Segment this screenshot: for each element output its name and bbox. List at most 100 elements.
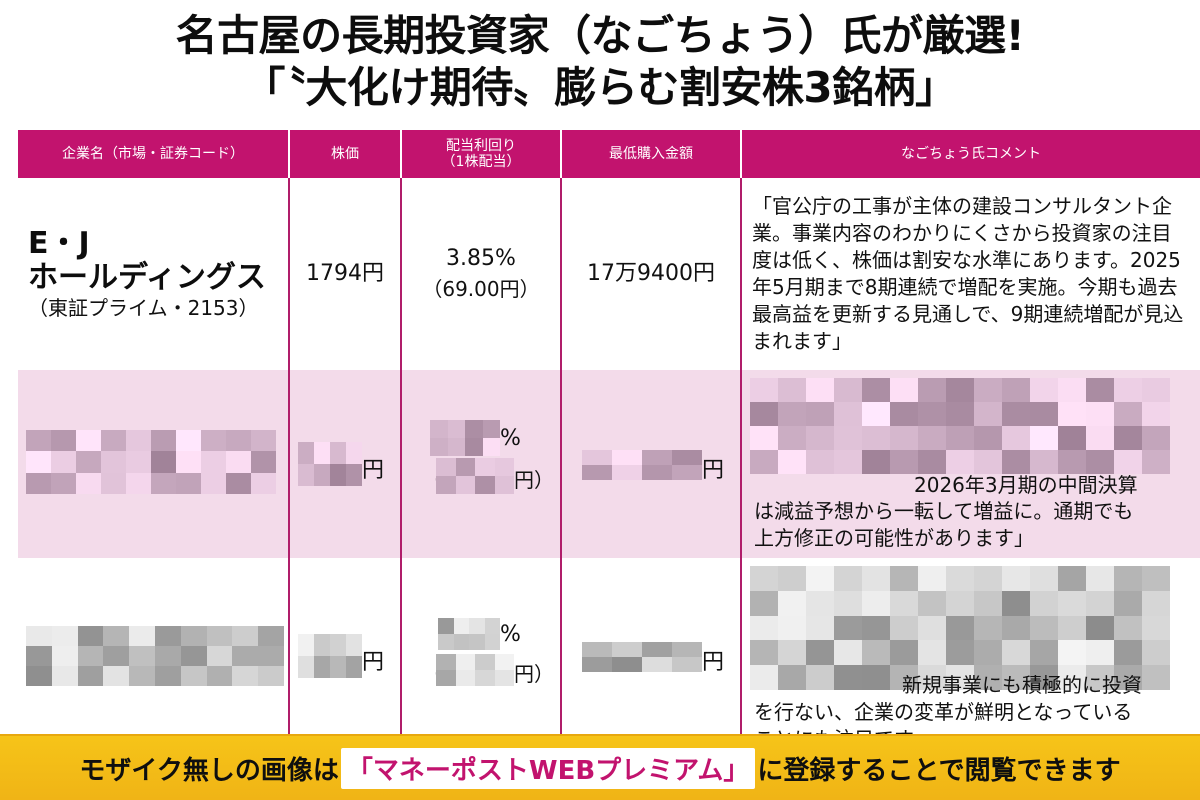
price-cell: 円 (288, 370, 401, 558)
mosaic-tile (180, 666, 207, 686)
title-line-2: 「〝大化け期待〟膨らむ割安株3銘柄」 (243, 63, 957, 112)
comment-tail-2: は減益予想から一転して増益に。通期でも (754, 499, 1134, 523)
mosaic-tile (101, 472, 126, 494)
mosaic-tile (226, 451, 251, 473)
mosaic-tile (151, 451, 176, 473)
mosaic-tile (1086, 402, 1114, 426)
mosaic-tile (154, 626, 181, 646)
mosaic-tile (862, 665, 890, 690)
mosaic-tile (582, 450, 612, 465)
mosaic-tile (918, 426, 946, 450)
mosaic-tile (1086, 615, 1114, 641)
mosaic-tile (582, 642, 612, 657)
mosaic-tile (1058, 378, 1086, 402)
mosaic-tile (806, 590, 834, 616)
mosaic-blur (582, 642, 702, 672)
mosaic-tile (890, 426, 918, 450)
mosaic-tile (750, 426, 778, 450)
mosaic-tile (51, 472, 76, 494)
mosaic-tile (862, 426, 890, 450)
mosaic-tile (1086, 566, 1114, 591)
table-row: 円 % （ 円） 円 新規事業にも積極的に投資 を行ない、企業の変革が鮮明となっ… (18, 558, 1200, 751)
mosaic-tile (750, 640, 778, 666)
mosaic-blur (436, 458, 514, 494)
mosaic-tile (890, 566, 918, 591)
price-suffix: 円 (362, 650, 385, 675)
mosaic-tile (778, 426, 806, 450)
yield-cell: % （ 円） (400, 370, 561, 558)
mosaic-tile (475, 654, 495, 670)
mosaic-tile (1114, 402, 1142, 426)
premium-banner[interactable]: モザイク無しの画像は 「マネーポストWEBプレミアム」 に登録することで閲覧でき… (0, 734, 1200, 800)
mosaic-tile (672, 657, 702, 672)
mosaic-tile (346, 634, 362, 656)
mosaic-tile (436, 458, 456, 476)
mosaic-tile (180, 626, 207, 646)
mosaic-tile (890, 378, 918, 402)
mosaic-tile (750, 378, 778, 402)
mosaic-tile (314, 656, 330, 678)
mosaic-tile (806, 615, 834, 641)
mosaic-blur (750, 378, 1170, 474)
mosaic-tile (176, 451, 201, 473)
yield-dividend: （69.00円） (422, 277, 540, 301)
mosaic-tile (453, 618, 469, 634)
mosaic-tile (494, 670, 514, 686)
mosaic-tile (453, 634, 469, 650)
min-buy-suffix: 円 (702, 650, 725, 675)
mosaic-tile (77, 646, 104, 666)
mosaic-blur (430, 420, 500, 456)
mosaic-blur (750, 566, 1170, 690)
mosaic-tile (1030, 615, 1058, 641)
mosaic-tile (1058, 640, 1086, 666)
mosaic-tile (1030, 665, 1058, 690)
mosaic-tile (1114, 426, 1142, 450)
mosaic-tile (1058, 566, 1086, 591)
mosaic-tile (51, 451, 76, 473)
mosaic-tile (1002, 615, 1030, 641)
mosaic-tile (1030, 402, 1058, 426)
comment-cell: 2026年3月期の中間決算 は減益予想から一転して増益に。通期でも 上方修正の可… (740, 370, 1200, 558)
mosaic-tile (206, 666, 233, 686)
mosaic-tile (330, 656, 346, 678)
mosaic-tile (298, 442, 314, 464)
mosaic-tile (180, 646, 207, 666)
mosaic-tile (475, 458, 495, 476)
mosaic-tile (862, 450, 890, 474)
mosaic-tile (1142, 566, 1170, 591)
mosaic-blur (26, 430, 276, 494)
mosaic-tile (750, 450, 778, 474)
mosaic-tile (612, 642, 642, 657)
mosaic-tile (1030, 450, 1058, 474)
mosaic-tile (862, 566, 890, 591)
mosaic-tile (778, 378, 806, 402)
mosaic-tile (103, 646, 130, 666)
mosaic-tile (314, 464, 330, 486)
mosaic-tile (484, 618, 500, 634)
mosaic-tile (642, 465, 672, 480)
mosaic-tile (51, 646, 78, 666)
mosaic-tile (475, 670, 495, 686)
mosaic-tile (974, 450, 1002, 474)
mosaic-tile (298, 656, 314, 678)
mosaic-tile (176, 430, 201, 452)
mosaic-tile (101, 451, 126, 473)
mosaic-tile (974, 640, 1002, 666)
mosaic-tile (582, 657, 612, 672)
mosaic-tile (126, 430, 151, 452)
stock-table: 企業名（市場・証券コード） 株価 配当利回り （1株配当） 最低購入金額 なごち… (18, 130, 1200, 751)
banner-prefix: モザイク無しの画像は (79, 755, 339, 786)
mosaic-tile (465, 420, 483, 438)
price-value: 1794円 (306, 261, 384, 286)
mosaic-tile (778, 615, 806, 641)
mosaic-tile (201, 430, 226, 452)
mosaic-tile (1142, 665, 1170, 690)
mosaic-tile (946, 615, 974, 641)
mosaic-tile (455, 476, 475, 494)
mosaic-tile (314, 634, 330, 656)
table-row: 円 % （ 円） 円 2026年3月期の中間決算 は減益予想から一転して増益に。… (18, 370, 1200, 558)
mosaic-tile (51, 430, 76, 452)
mosaic-tile (126, 472, 151, 494)
min-buy-cell: 17万9400円 (560, 178, 741, 370)
banner-highlight-link[interactable]: 「マネーポストWEBプレミアム」 (340, 747, 756, 789)
